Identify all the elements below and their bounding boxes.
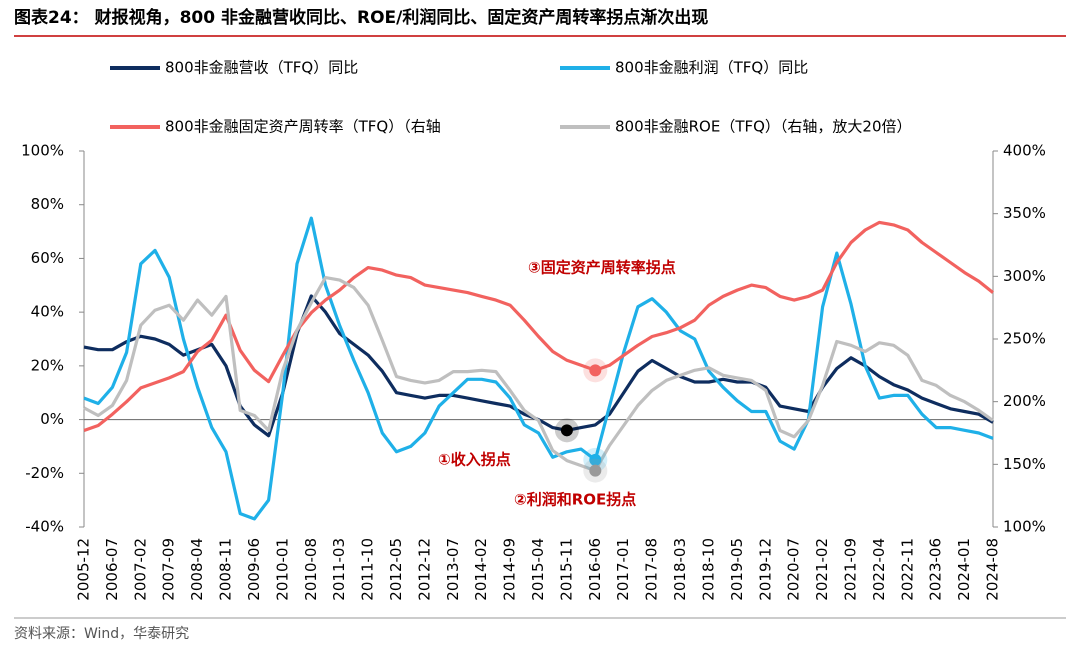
x-tick-label: 2022-11 [898, 538, 916, 601]
x-tick-label: 2010-08 [302, 538, 320, 601]
x-tick-label: 2019-05 [728, 538, 746, 601]
x-tick-label: 2014-09 [501, 538, 519, 601]
series-line [83, 294, 994, 438]
series-line [83, 276, 994, 473]
x-tick-label: 2015-04 [529, 538, 547, 601]
y2-tick-label: 150% [1003, 455, 1046, 473]
x-tick-label: 2021-09 [841, 538, 859, 601]
x-tick-label: 2024-01 [955, 538, 973, 601]
series-line [83, 220, 994, 433]
x-tick-label: 2019-12 [756, 538, 774, 601]
turning-point [589, 453, 602, 466]
source: 资料来源：Wind，华泰研究 [14, 626, 189, 642]
x-tick-label: 2024-08 [984, 538, 1002, 601]
y2-tick-label: 250% [1003, 330, 1046, 348]
y2-tick-label: 300% [1003, 267, 1046, 285]
x-tick-label: 2011-03 [330, 538, 348, 601]
turning-point [589, 464, 602, 477]
x-tick-label: 2023-06 [927, 538, 945, 601]
legend-label: 800非金融ROE（TFQ）（右轴，放大20倍） [615, 118, 912, 136]
x-tick-label: 2015-11 [557, 538, 575, 601]
turning-point [589, 364, 602, 377]
series-line [83, 216, 994, 521]
y-tick-label: 100% [21, 142, 64, 160]
y2-tick-label: 100% [1003, 518, 1046, 536]
y-tick-label: 0% [40, 410, 64, 428]
legend-label: 800非金融固定资产周转率（TFQ）（右轴 [165, 118, 441, 136]
y-tick-label: 80% [31, 195, 64, 213]
y-tick-label: -20% [25, 464, 64, 482]
x-tick-label: 2018-03 [671, 538, 689, 601]
x-tick-label: 2017-08 [643, 538, 661, 601]
y2-tick-label: 200% [1003, 392, 1046, 410]
y-tick-label: 60% [31, 249, 64, 267]
y-tick-label: 40% [31, 303, 64, 321]
legend-label: 800非金融利润（TFQ）同比 [615, 59, 808, 77]
y-tick-label: 20% [31, 356, 64, 374]
x-tick-label: 2017-01 [614, 538, 632, 601]
x-tick-label: 2009-06 [245, 538, 263, 601]
x-tick-label: 2012-12 [415, 538, 433, 601]
x-tick-label: 2014-02 [472, 538, 490, 601]
x-tick-label: 2007-02 [131, 538, 149, 601]
annotation: ③固定资产周转率拐点 [528, 259, 676, 277]
x-tick-label: 2010-01 [273, 538, 291, 601]
legend-label: 800非金融营收（TFQ）同比 [165, 59, 358, 77]
x-tick-label: 2016-06 [586, 538, 604, 601]
annotation: ①收入拐点 [438, 451, 511, 469]
x-tick-label: 2012-05 [387, 538, 405, 601]
y2-tick-label: 400% [1003, 142, 1046, 160]
y2-tick-label: 350% [1003, 204, 1046, 222]
x-tick-label: 2006-07 [103, 538, 121, 601]
x-tick-label: 2007-09 [160, 538, 178, 601]
x-tick-label: 2008-04 [188, 538, 206, 601]
x-tick-label: 2020-07 [785, 538, 803, 601]
turning-point [560, 424, 573, 437]
x-tick-label: 2005-12 [75, 538, 93, 601]
annotation: ②利润和ROE拐点 [514, 491, 636, 509]
x-tick-label: 2022-04 [870, 538, 888, 601]
x-tick-label: 2013-07 [444, 538, 462, 601]
chart-title: 图表24： 财报视角，800 非金融营收同比、ROE/利润同比、固定资产周转率拐… [14, 7, 708, 28]
x-tick-label: 2021-02 [813, 538, 831, 601]
x-tick-label: 2008-11 [217, 538, 235, 601]
y-tick-label: -40% [25, 518, 64, 536]
x-tick-label: 2018-10 [699, 538, 717, 601]
x-tick-label: 2011-10 [359, 538, 377, 601]
